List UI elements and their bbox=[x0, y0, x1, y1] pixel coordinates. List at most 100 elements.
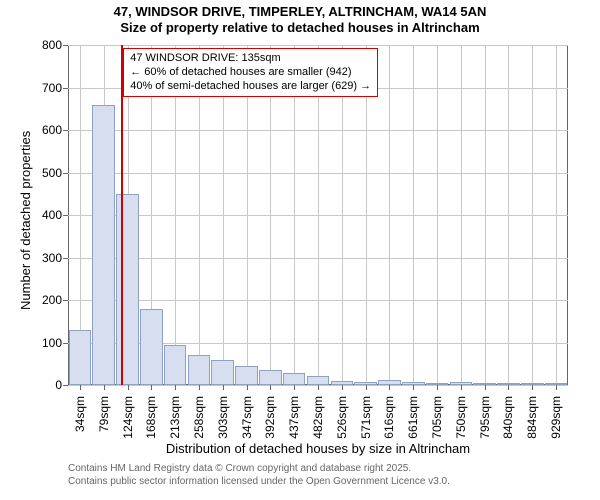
xtick-mark bbox=[389, 385, 390, 390]
y-axis-title: Number of detached properties bbox=[18, 131, 33, 310]
ytick-label: 0 bbox=[55, 378, 62, 392]
xtick-label: 124sqm bbox=[121, 396, 135, 439]
grid-vertical bbox=[461, 45, 462, 385]
grid-vertical bbox=[532, 45, 533, 385]
ytick-label: 600 bbox=[42, 123, 62, 137]
histogram-bar bbox=[116, 194, 139, 385]
annotation-line-2: ← 60% of detached houses are smaller (94… bbox=[130, 66, 351, 78]
histogram-bar bbox=[140, 309, 163, 386]
xtick-label: 884sqm bbox=[525, 396, 539, 439]
xtick-label: 168sqm bbox=[144, 396, 158, 439]
xtick-mark bbox=[366, 385, 367, 390]
xtick-label: 79sqm bbox=[97, 396, 111, 432]
ytick-label: 700 bbox=[42, 81, 62, 95]
histogram-bar bbox=[497, 383, 520, 385]
histogram-bar bbox=[235, 366, 258, 385]
ytick-mark bbox=[63, 215, 68, 216]
xtick-label: 258sqm bbox=[192, 396, 206, 439]
xtick-label: 705sqm bbox=[430, 396, 444, 439]
xtick-label: 303sqm bbox=[216, 396, 230, 439]
xtick-mark bbox=[175, 385, 176, 390]
ytick-mark bbox=[63, 88, 68, 89]
xtick-label: 213sqm bbox=[168, 396, 182, 439]
histogram-bar bbox=[521, 383, 544, 385]
footer-line-2: Contains public sector information licen… bbox=[68, 476, 450, 487]
xtick-mark bbox=[318, 385, 319, 390]
ytick-mark bbox=[63, 385, 68, 386]
xtick-label: 661sqm bbox=[406, 396, 420, 439]
histogram-bar bbox=[545, 383, 568, 385]
footer-line-1: Contains HM Land Registry data © Crown c… bbox=[68, 463, 411, 474]
ytick-mark bbox=[63, 45, 68, 46]
xtick-mark bbox=[413, 385, 414, 390]
xtick-label: 34sqm bbox=[73, 396, 87, 432]
histogram-bar bbox=[283, 373, 306, 385]
xtick-mark bbox=[270, 385, 271, 390]
xtick-mark bbox=[104, 385, 105, 390]
annotation-box: 47 WINDSOR DRIVE: 135sqm ← 60% of detache… bbox=[123, 48, 378, 97]
xtick-mark bbox=[461, 385, 462, 390]
histogram-bar bbox=[402, 382, 425, 385]
xtick-label: 437sqm bbox=[287, 396, 301, 439]
x-axis-title: Distribution of detached houses by size … bbox=[68, 441, 568, 456]
histogram-bar bbox=[164, 345, 187, 385]
grid-vertical bbox=[413, 45, 414, 385]
ytick-mark bbox=[63, 343, 68, 344]
grid-vertical bbox=[508, 45, 509, 385]
title-line-1: 47, WINDSOR DRIVE, TIMPERLEY, ALTRINCHAM… bbox=[114, 4, 487, 19]
annotation-line-1: 47 WINDSOR DRIVE: 135sqm bbox=[130, 52, 280, 64]
grid-vertical bbox=[437, 45, 438, 385]
ytick-label: 300 bbox=[42, 251, 62, 265]
ytick-mark bbox=[63, 258, 68, 259]
xtick-mark bbox=[128, 385, 129, 390]
xtick-label: 840sqm bbox=[501, 396, 515, 439]
histogram-bar bbox=[259, 370, 282, 385]
histogram-bar bbox=[378, 380, 401, 385]
histogram-bar bbox=[188, 355, 211, 385]
grid-vertical bbox=[556, 45, 557, 385]
xtick-mark bbox=[485, 385, 486, 390]
ytick-label: 800 bbox=[42, 38, 62, 52]
chart-container: 47, WINDSOR DRIVE, TIMPERLEY, ALTRINCHAM… bbox=[0, 0, 600, 500]
xtick-label: 571sqm bbox=[359, 396, 373, 439]
xtick-label: 616sqm bbox=[382, 396, 396, 439]
attribution-footer: Contains HM Land Registry data © Crown c… bbox=[68, 463, 450, 488]
xtick-label: 392sqm bbox=[263, 396, 277, 439]
xtick-label: 482sqm bbox=[311, 396, 325, 439]
ytick-mark bbox=[63, 130, 68, 131]
ytick-label: 100 bbox=[42, 336, 62, 350]
ytick-label: 200 bbox=[42, 293, 62, 307]
xtick-mark bbox=[342, 385, 343, 390]
histogram-bar bbox=[426, 383, 449, 385]
histogram-bar bbox=[307, 376, 330, 385]
xtick-label: 795sqm bbox=[478, 396, 492, 439]
histogram-bar bbox=[450, 382, 473, 385]
grid-vertical bbox=[389, 45, 390, 385]
xtick-label: 750sqm bbox=[454, 396, 468, 439]
xtick-mark bbox=[508, 385, 509, 390]
histogram-bar bbox=[69, 330, 92, 385]
title-line-2: Size of property relative to detached ho… bbox=[120, 20, 479, 35]
ytick-mark bbox=[63, 300, 68, 301]
xtick-mark bbox=[223, 385, 224, 390]
xtick-mark bbox=[532, 385, 533, 390]
ytick-mark bbox=[63, 173, 68, 174]
xtick-mark bbox=[199, 385, 200, 390]
xtick-mark bbox=[294, 385, 295, 390]
histogram-bar bbox=[92, 105, 115, 386]
histogram-bar bbox=[331, 381, 354, 385]
xtick-label: 929sqm bbox=[549, 396, 563, 439]
xtick-mark bbox=[247, 385, 248, 390]
xtick-mark bbox=[80, 385, 81, 390]
ytick-label: 400 bbox=[42, 208, 62, 222]
xtick-mark bbox=[556, 385, 557, 390]
chart-title: 47, WINDSOR DRIVE, TIMPERLEY, ALTRINCHAM… bbox=[0, 4, 600, 37]
grid-vertical bbox=[485, 45, 486, 385]
histogram-bar bbox=[473, 383, 496, 385]
ytick-label: 500 bbox=[42, 166, 62, 180]
histogram-bar bbox=[354, 382, 377, 385]
histogram-bar bbox=[211, 360, 234, 386]
xtick-label: 526sqm bbox=[335, 396, 349, 439]
plot-area: 010020030040050060070080034sqm79sqm124sq… bbox=[68, 45, 568, 385]
annotation-line-3: 40% of semi-detached houses are larger (… bbox=[130, 80, 371, 92]
